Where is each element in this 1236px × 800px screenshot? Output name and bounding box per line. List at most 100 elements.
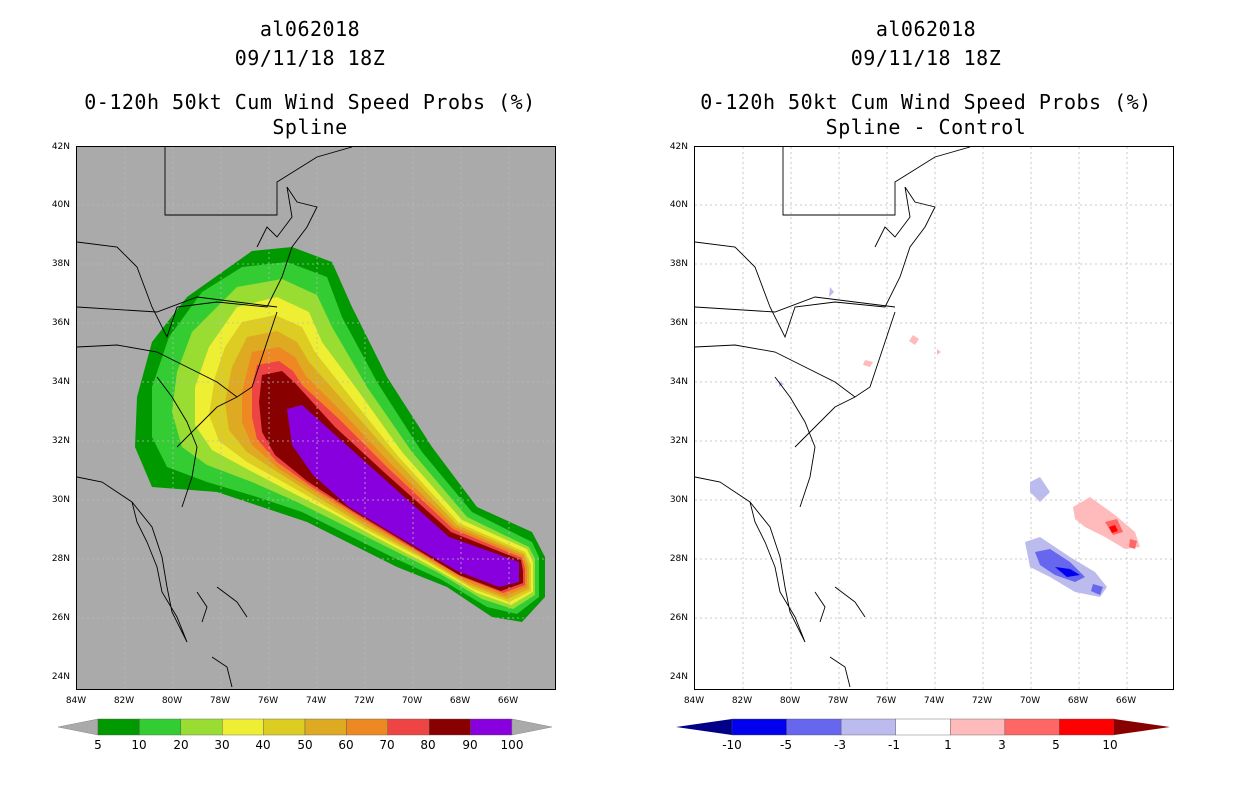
left-lon-70: 70W <box>401 696 423 706</box>
left-cbar-label-60: 60 <box>338 738 354 752</box>
left-map-canvas <box>77 147 555 689</box>
left-cbar-label-70: 70 <box>379 738 395 752</box>
right-cbar-label-5: 5 <box>1052 738 1060 752</box>
left-cbar-cell <box>263 718 306 736</box>
right-lat-34: 34N <box>669 377 688 387</box>
pos-blob-small-b <box>863 360 873 367</box>
pos-blob-dark <box>1109 525 1118 533</box>
left-subtitle: Spline <box>272 115 348 139</box>
left-cbar-cell <box>304 718 347 736</box>
right-grid <box>695 147 1173 689</box>
swath-90 <box>287 405 519 587</box>
left-cbar-label-90: 90 <box>462 738 478 752</box>
neg-blob-light-a <box>1030 477 1050 502</box>
right-cbar-cell <box>840 718 896 736</box>
left-lat-36: 36N <box>51 318 70 328</box>
left-storm-id: al062018 <box>259 17 361 41</box>
left-product: 0-120h 50kt Cum Wind Speed Probs (%) <box>84 90 536 114</box>
right-lon-66: 66W <box>1115 696 1137 706</box>
left-cbar-cell <box>180 718 223 736</box>
left-cbar-cell <box>221 718 264 736</box>
left-cbar-label-50: 50 <box>297 738 313 752</box>
right-cbar-cell <box>731 718 787 736</box>
left-lon-68: 68W <box>449 696 471 706</box>
neg-blob-small-a <box>829 287 834 297</box>
left-cbar-label-20: 20 <box>173 738 189 752</box>
left-map <box>76 146 556 690</box>
right-cbar-label-3: 3 <box>998 738 1006 752</box>
left-cbar-cell <box>139 718 182 736</box>
left-cbar-label-5: 5 <box>94 738 102 752</box>
left-grid <box>77 147 555 689</box>
left-cbar-cell <box>346 718 388 736</box>
right-cbar-cell <box>1059 718 1115 736</box>
right-subtitle: Spline - Control <box>825 115 1027 139</box>
right-lat-28: 28N <box>669 554 688 564</box>
left-panel-title: al062018 09/11/18 18Z 0-120h 50kt Cum Wi… <box>50 15 570 142</box>
right-cbar-high-triangle <box>1114 719 1170 735</box>
left-cbar-label-80: 80 <box>420 738 436 752</box>
right-lon-72: 72W <box>971 696 993 706</box>
left-cbar-cell <box>429 718 471 736</box>
right-cbar-label-n1: -1 <box>888 738 900 752</box>
right-lon-74: 74W <box>923 696 945 706</box>
right-map <box>694 146 1174 690</box>
left-datetime: 09/11/18 18Z <box>234 46 386 70</box>
right-lat-38: 38N <box>669 259 688 269</box>
right-colorbar <box>676 718 1172 740</box>
left-colorbar-svg <box>57 718 553 736</box>
probability-swath <box>135 247 545 622</box>
left-lon-66: 66W <box>497 696 519 706</box>
left-lat-34: 34N <box>51 377 70 387</box>
right-lon-80: 80W <box>779 696 801 706</box>
left-cbar-label-40: 40 <box>255 738 271 752</box>
right-lat-40: 40N <box>669 200 688 210</box>
left-cbar-label-30: 30 <box>214 738 230 752</box>
right-lon-82: 82W <box>731 696 753 706</box>
neg-blob-small-b <box>779 381 784 387</box>
right-lat-32: 32N <box>669 436 688 446</box>
left-cbar-high-triangle <box>511 718 553 736</box>
right-lon-76: 76W <box>875 696 897 706</box>
right-panel-title: al062018 09/11/18 18Z 0-120h 50kt Cum Wi… <box>666 15 1186 142</box>
left-lon-78: 78W <box>209 696 231 706</box>
pos-blob-mid-b <box>1129 539 1137 549</box>
neg-blob-mid-b <box>1091 584 1103 595</box>
left-lat-38: 38N <box>51 259 70 269</box>
left-lat-24: 24N <box>51 672 70 682</box>
right-cbar-label-n5: -5 <box>780 738 792 752</box>
left-cbar-cell <box>387 718 430 736</box>
left-lat-40: 40N <box>51 200 70 210</box>
pos-blob-small-a <box>909 335 919 345</box>
pos-blob-small-c <box>937 349 941 355</box>
right-cbar-cell <box>895 718 951 736</box>
right-lon-70: 70W <box>1019 696 1041 706</box>
right-datetime: 09/11/18 18Z <box>850 46 1002 70</box>
left-lon-74: 74W <box>305 696 327 706</box>
right-lon-78: 78W <box>827 696 849 706</box>
right-cbar-cell <box>786 718 842 736</box>
left-coastline <box>77 147 353 688</box>
right-lat-24: 24N <box>669 672 688 682</box>
right-cbar-label-1: 1 <box>944 738 952 752</box>
left-lat-30: 30N <box>51 495 70 505</box>
right-lat-36: 36N <box>669 318 688 328</box>
left-lon-72: 72W <box>353 696 375 706</box>
left-cbar-cell <box>470 718 513 736</box>
right-cbar-cell <box>950 718 1006 736</box>
right-map-canvas <box>695 147 1173 689</box>
left-cbar-cell <box>97 718 140 736</box>
right-product: 0-120h 50kt Cum Wind Speed Probs (%) <box>700 90 1152 114</box>
right-cbar-label-10: 10 <box>1102 738 1118 752</box>
right-colorbar-svg <box>676 718 1170 736</box>
neg-blob-dark <box>1055 567 1080 577</box>
left-lat-32: 32N <box>51 436 70 446</box>
left-cbar-label-100: 100 <box>500 738 524 752</box>
right-lat-30: 30N <box>669 495 688 505</box>
right-lat-26: 26N <box>669 613 688 623</box>
right-coastline <box>695 147 971 688</box>
left-colorbar <box>57 718 554 740</box>
left-lat-28: 28N <box>51 554 70 564</box>
difference-blobs <box>779 287 1140 597</box>
left-lat-26: 26N <box>51 613 70 623</box>
